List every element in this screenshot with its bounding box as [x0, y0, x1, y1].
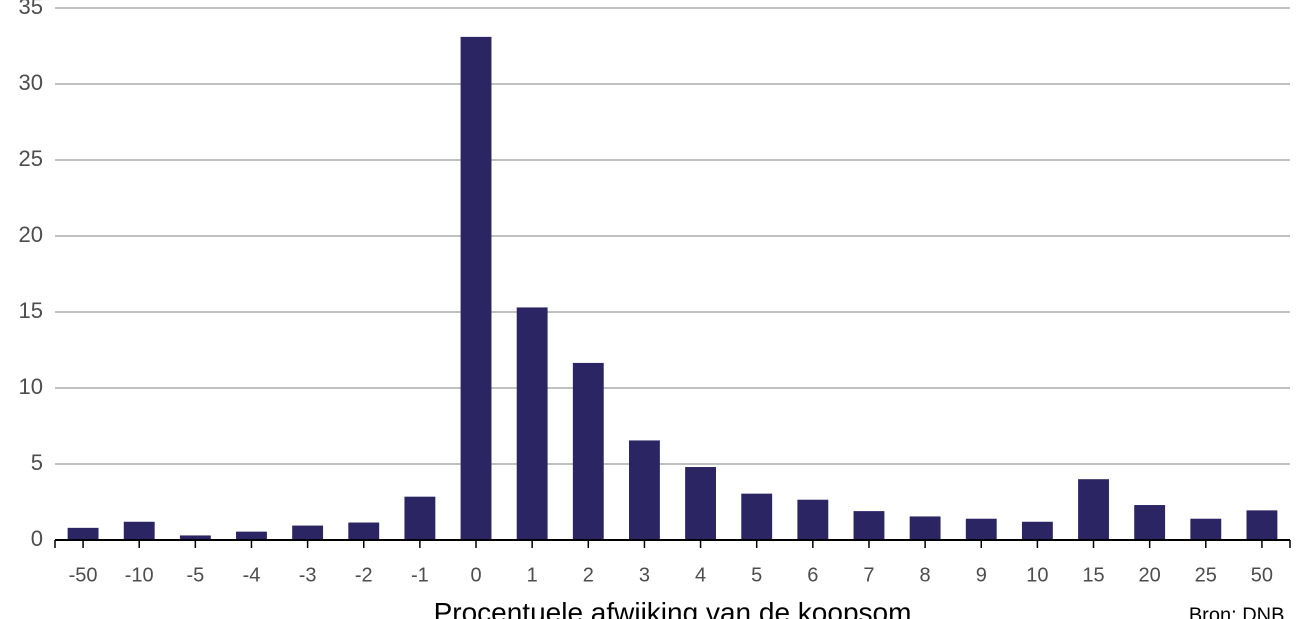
bar	[348, 523, 379, 540]
bar	[573, 363, 604, 540]
x-tick-label: 7	[863, 565, 874, 587]
x-tick-label: 25	[1195, 565, 1217, 587]
y-tick-label: 10	[19, 374, 43, 399]
bar	[1134, 505, 1165, 540]
bar	[741, 494, 772, 540]
x-tick-label: -2	[355, 565, 373, 587]
bar	[404, 497, 435, 540]
x-tick-label: -1	[411, 565, 429, 587]
bar	[236, 532, 267, 540]
bar	[1246, 510, 1277, 540]
x-tick-label: 4	[695, 565, 706, 587]
x-tick-label: 15	[1082, 565, 1104, 587]
bar	[966, 519, 997, 540]
y-tick-label: 20	[19, 222, 43, 247]
x-tick-label: -5	[186, 565, 204, 587]
x-tick-label: -3	[299, 565, 317, 587]
bar	[1078, 479, 1109, 540]
histogram-chart: -50-10-5-4-3-2-1012345678910152025500510…	[0, 0, 1299, 619]
bar	[68, 528, 99, 540]
y-tick-label: 15	[19, 298, 43, 323]
x-tick-label: 6	[807, 565, 818, 587]
x-tick-label: -50	[69, 565, 98, 587]
y-tick-label: 35	[19, 0, 43, 19]
bar	[685, 467, 716, 540]
bar	[124, 522, 155, 540]
x-tick-label: 2	[583, 565, 594, 587]
x-tick-label: 9	[976, 565, 987, 587]
x-tick-label: -4	[243, 565, 261, 587]
bar	[517, 307, 548, 540]
bar	[797, 500, 828, 540]
y-tick-label: 0	[31, 526, 43, 551]
x-tick-label: 0	[470, 565, 481, 587]
x-axis-title: Procentuele afwijking van de koopsom	[434, 597, 912, 619]
x-tick-label: 20	[1139, 565, 1161, 587]
bar	[1022, 522, 1053, 540]
bar	[1190, 519, 1221, 540]
source-label: Bron: DNB.	[1189, 605, 1290, 619]
x-tick-label: 1	[527, 565, 538, 587]
bar	[461, 37, 492, 540]
x-tick-label: -10	[125, 565, 154, 587]
bar	[629, 440, 660, 540]
bar	[292, 526, 323, 540]
x-tick-label: 10	[1026, 565, 1048, 587]
x-tick-label: 3	[639, 565, 650, 587]
chart-svg: -50-10-5-4-3-2-1012345678910152025500510…	[0, 0, 1299, 619]
x-tick-label: 8	[920, 565, 931, 587]
x-tick-label: 50	[1251, 565, 1273, 587]
y-tick-label: 5	[31, 450, 43, 475]
bar	[910, 516, 941, 540]
bar	[854, 511, 885, 540]
x-tick-label: 5	[751, 565, 762, 587]
y-tick-label: 30	[19, 70, 43, 95]
y-tick-label: 25	[19, 146, 43, 171]
